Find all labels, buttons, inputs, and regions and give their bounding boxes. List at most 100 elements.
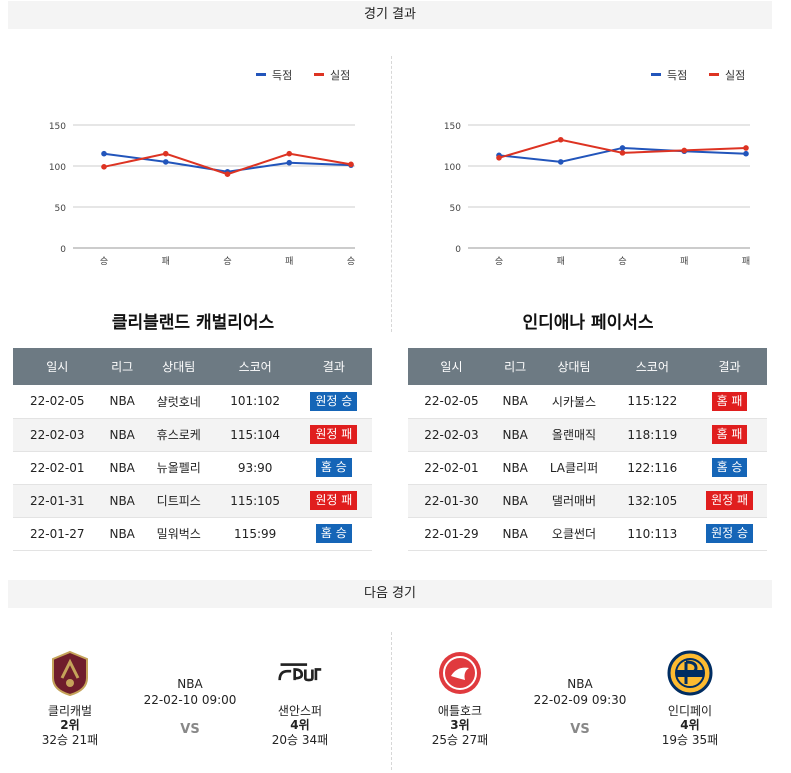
next-match-card[interactable]: 클리캐벌 2위 32승 21패 NBA 22-02-10 09:00 VS 샌안… — [15, 640, 385, 760]
y-tick-label: 150 — [444, 122, 461, 132]
cell-opponent: 올랜매직 — [535, 418, 613, 452]
cell-date: 22-02-01 — [408, 451, 495, 485]
cell-league: NBA — [494, 451, 536, 485]
result-badge: 홈 패 — [711, 391, 748, 411]
x-tick-label: 패 — [557, 256, 565, 267]
cell-league: NBA — [101, 451, 143, 485]
vs-label: VS — [570, 722, 590, 737]
table-row[interactable]: 22-02-03 NBA 휴스로케 115:104 원정 패 — [13, 418, 372, 452]
cell-result: 원정 패 — [692, 484, 767, 518]
result-badge: 원정 패 — [310, 491, 358, 510]
data-point-scored — [557, 159, 564, 165]
cell-date: 22-02-05 — [408, 385, 495, 419]
cell-score: 93:90 — [214, 451, 296, 485]
result-badge: 홈 승 — [711, 458, 748, 477]
table-row[interactable]: 22-01-30 NBA 댈러매버 132:105 원정 패 — [408, 484, 767, 518]
cell-score: 115:122 — [612, 385, 693, 419]
cell-league: NBA — [494, 517, 536, 551]
y-tick-label: 0 — [60, 245, 66, 255]
cell-result: 홈 승 — [295, 451, 372, 485]
next-match-card[interactable]: 애틀호크 3위 25승 27패 NBA 22-02-09 09:30 VS 인디… — [405, 640, 775, 760]
data-point-scored — [162, 159, 169, 165]
result-badge: 홈 승 — [315, 458, 352, 477]
table-row[interactable]: 22-02-01 NBA LA클리퍼 122:116 홈 승 — [408, 451, 767, 485]
result-badge: 홈 패 — [711, 425, 748, 444]
data-point-allowed — [681, 147, 688, 154]
team-title: 클리블랜드 캐벌리어스 — [111, 313, 275, 333]
cell-opponent: LA클리퍼 — [535, 451, 613, 485]
legend-label: 득점 — [272, 69, 292, 82]
home-team[interactable]: 클리캐벌 2위 32승 21패 — [15, 650, 125, 747]
cell-date: 22-02-01 — [13, 451, 102, 485]
cell-score: 101:102 — [214, 385, 296, 419]
away-team[interactable]: 샌안스퍼 4위 20승 34패 — [245, 650, 355, 747]
legend-label: 실점 — [330, 69, 350, 82]
y-tick-label: 100 — [444, 163, 461, 173]
table-row[interactable]: 22-02-05 NBA 샬럿호네 101:102 원정 승 — [13, 385, 372, 419]
table-row[interactable]: 22-02-03 NBA 올랜매직 118:119 홈 패 — [408, 418, 767, 452]
pacers-logo — [667, 650, 713, 696]
cell-score: 118:119 — [612, 418, 693, 452]
x-tick-label: 패 — [285, 256, 293, 267]
team-name: 인디페이 — [667, 704, 713, 718]
cell-result: 원정 승 — [295, 385, 372, 419]
vs-label: VS — [180, 722, 200, 737]
team-rank: 4위 — [680, 718, 700, 732]
cell-date: 22-01-31 — [13, 484, 102, 518]
cell-result: 홈 승 — [295, 517, 372, 551]
data-point-allowed — [162, 150, 169, 157]
legend-label: 실점 — [725, 69, 745, 82]
x-tick-label: 승 — [618, 256, 626, 267]
cell-date: 22-02-03 — [408, 418, 495, 452]
table-row[interactable]: 22-01-27 NBA 밀워벅스 115:99 홈 승 — [13, 517, 372, 551]
table-row[interactable]: 22-02-05 NBA 시카불스 115:122 홈 패 — [408, 385, 767, 419]
match-league: NBA — [177, 677, 203, 691]
cell-opponent: 밀워벅스 — [142, 517, 215, 551]
x-tick-label: 승 — [495, 256, 503, 267]
x-tick-label: 패 — [742, 256, 750, 267]
cell-date: 22-01-29 — [408, 517, 495, 551]
cell-league: NBA — [494, 484, 536, 518]
cell-opponent: 오클썬더 — [535, 517, 613, 551]
legend-swatch — [256, 73, 266, 76]
cell-score: 115:99 — [214, 517, 296, 551]
result-badge: 원정 승 — [706, 524, 753, 543]
team-record: 19승 35패 — [661, 733, 719, 747]
data-point-scored — [619, 145, 626, 151]
data-point-scored — [101, 150, 107, 157]
away-team[interactable]: 인디페이 4위 19승 35패 — [635, 650, 745, 747]
chart-cavaliers: 득점 실점 0 50 100 150 승 패 승 패 승 — [8, 50, 388, 280]
col-league: 리그 — [494, 348, 536, 385]
col-opponent: 상대팀 — [535, 348, 613, 385]
col-date: 일시 — [408, 348, 495, 385]
cell-league: NBA — [494, 418, 536, 452]
col-score: 스코어 — [214, 348, 296, 385]
cell-result: 원정 패 — [295, 484, 372, 518]
col-opponent: 상대팀 — [142, 348, 215, 385]
cell-result: 홈 패 — [692, 418, 767, 452]
x-tick-label: 패 — [680, 256, 688, 267]
col-score: 스코어 — [612, 348, 693, 385]
match-datetime: 22-02-09 09:30 — [533, 693, 627, 707]
cell-opponent: 댈러매버 — [535, 484, 613, 518]
table-row[interactable]: 22-02-01 NBA 뉴올펠리 93:90 홈 승 — [13, 451, 372, 485]
team-name: 클리캐벌 — [47, 704, 93, 718]
col-result: 결과 — [692, 348, 767, 385]
home-team[interactable]: 애틀호크 3위 25승 27패 — [405, 650, 515, 747]
match-info: NBA 22-02-10 09:00 — [135, 676, 245, 708]
cell-date: 22-01-27 — [13, 517, 102, 551]
hawks-logo — [437, 650, 483, 696]
legend-swatch — [651, 73, 661, 76]
cell-league: NBA — [101, 385, 143, 419]
data-point-scored — [743, 150, 749, 157]
cell-score: 115:105 — [214, 484, 296, 518]
table-row[interactable]: 22-01-29 NBA 오클썬더 110:113 원정 승 — [408, 517, 767, 551]
data-point-allowed — [348, 161, 354, 168]
data-point-allowed — [224, 171, 231, 177]
match-info: NBA 22-02-09 09:30 — [525, 676, 635, 708]
table-row[interactable]: 22-01-31 NBA 디트피스 115:105 원정 패 — [13, 484, 372, 518]
team-record: 32승 21패 — [41, 733, 99, 747]
data-point-allowed — [496, 155, 502, 161]
cell-date: 22-02-05 — [13, 385, 102, 419]
y-tick-label: 100 — [49, 163, 66, 173]
